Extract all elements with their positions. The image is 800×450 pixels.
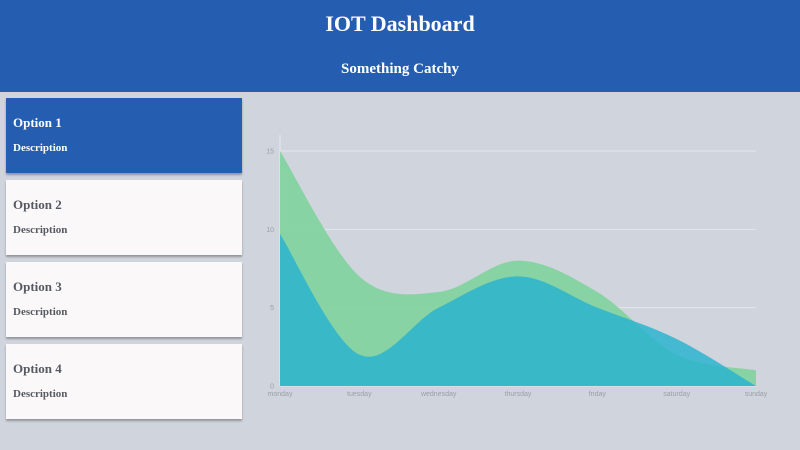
svg-text:sunday: sunday — [745, 391, 768, 398]
svg-text:10: 10 — [266, 227, 274, 234]
page-title: IOT Dashboard — [325, 11, 475, 36]
sidebar-item-option-1[interactable]: Option 1 Description — [6, 98, 242, 173]
sidebar: Option 1 Description Option 2 Descriptio… — [6, 98, 242, 426]
sidebar-item-option-2[interactable]: Option 2 Description — [6, 180, 242, 255]
svg-text:5: 5 — [270, 305, 274, 312]
option-label: Option 2 — [13, 197, 62, 212]
page-subtitle: Something Catchy — [341, 61, 459, 77]
option-description: Description — [13, 142, 68, 154]
app-header: IOT Dashboard Something Catchy — [0, 0, 800, 92]
option-label: Option 3 — [13, 279, 62, 294]
svg-text:0: 0 — [270, 384, 274, 391]
option-description: Description — [13, 306, 68, 318]
x-axis-ticks: monday tuesday wednesday thursday friday satu… — [268, 391, 768, 398]
option-description: Description — [13, 388, 68, 400]
sidebar-item-option-4[interactable]: Option 4 Description — [6, 344, 242, 419]
svg-text:friday: friday — [589, 391, 607, 398]
svg-text:15: 15 — [266, 149, 274, 156]
chart-canvas: 0 5 10 15 monday tuesday wednesday thursday fri… — [266, 135, 768, 398]
y-axis-ticks: 0 5 10 15 — [266, 149, 274, 391]
sidebar-item-option-3[interactable]: Option 3 Description — [6, 262, 242, 337]
svg-text:tuesday: tuesday — [347, 391, 372, 398]
option-description: Description — [13, 224, 68, 236]
svg-text:thursday: thursday — [505, 391, 532, 398]
option-label: Option 4 — [13, 361, 62, 376]
option-label: Option 1 — [13, 115, 62, 130]
chart-areas — [280, 151, 756, 386]
svg-text:saturday: saturday — [663, 391, 690, 398]
svg-text:monday: monday — [268, 391, 293, 398]
area-series-2 — [280, 234, 756, 386]
svg-text:wednesday: wednesday — [420, 391, 457, 398]
area-chart: 0 5 10 15 monday tuesday wednesday thursday fri… — [255, 125, 800, 410]
